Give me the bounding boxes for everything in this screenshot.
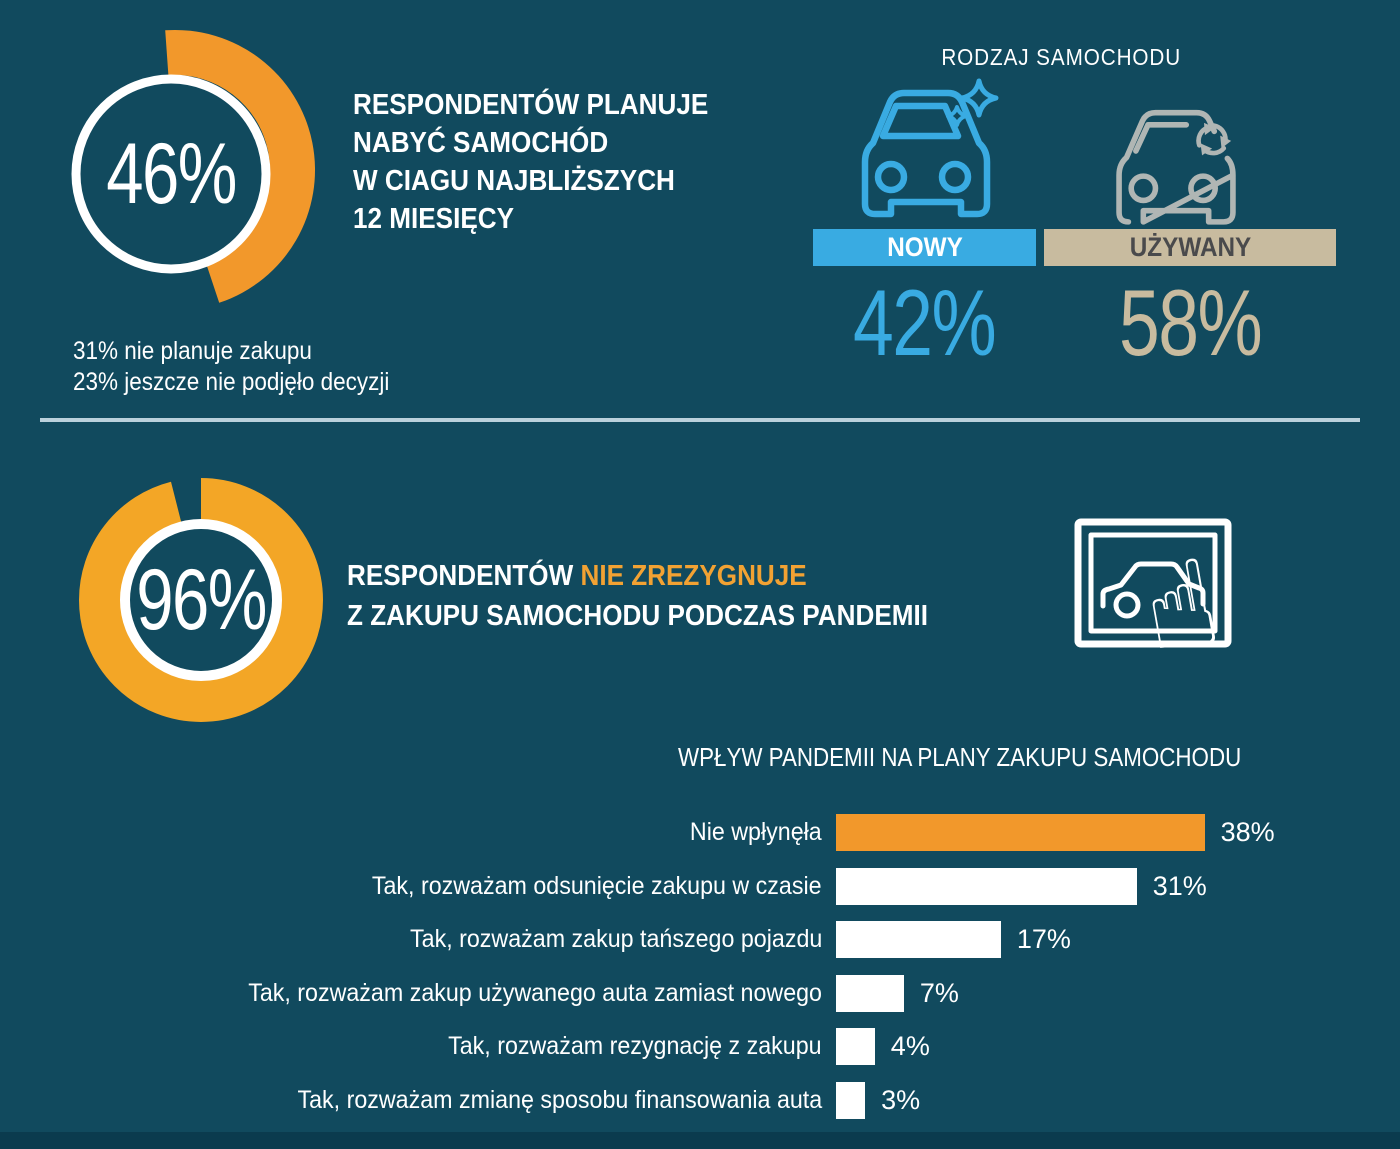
- plan-heading-line: 12 MIESIĘCY: [353, 203, 515, 235]
- bar: [836, 975, 904, 1012]
- donut-inner-circle: [71, 74, 271, 274]
- bar-label: Tak, rozważam rezygnację z zakupu: [448, 1032, 822, 1060]
- bar-label: Nie wpłynęła: [690, 818, 822, 846]
- bottom-band: [0, 1132, 1400, 1149]
- plan-heading-line: NABYĆ SAMOCHÓD: [353, 127, 609, 159]
- bar: [836, 868, 1137, 905]
- bar-value-label: 31%: [1152, 871, 1207, 901]
- bar-label: Tak, rozważam zmianę sposobu finansowani…: [297, 1086, 822, 1114]
- donut-ring-96: [79, 478, 323, 722]
- car-type-title: RODZAJ SAMOCHODU: [941, 44, 1181, 70]
- recycle-symbol: [1196, 122, 1232, 156]
- bar-value-label: 38%: [1220, 817, 1275, 847]
- car-type-value-new: 42%: [852, 270, 997, 375]
- new-car-sparkle-icon: [861, 78, 999, 218]
- section-divider: [40, 418, 1360, 422]
- plan-heading-line: RESPONDENTÓW PLANUJE: [353, 89, 709, 121]
- donut-inner-circle: [120, 519, 282, 681]
- donut-pandemic-value: 96%: [136, 552, 267, 648]
- used-car-recycle-icon: [1116, 109, 1236, 225]
- bar: [836, 1028, 875, 1065]
- plan-note-line: 31% nie planuje zakupu: [73, 337, 312, 365]
- bar-label: Tak, rozważam zakup używanego auta zamia…: [248, 979, 822, 1007]
- plan-heading-line: W CIAGU NAJBLIŻSZYCH: [353, 165, 675, 197]
- pandemic-heading-white: RESPONDENTÓW: [347, 560, 574, 592]
- pandemic-heading-orange: NIE ZREZYGNUJE: [580, 560, 807, 592]
- bar-value-label: 3%: [881, 1085, 921, 1115]
- bar-value-label: 4%: [890, 1031, 930, 1061]
- donut-arc-46: [165, 29, 316, 303]
- pandemic-heading-line2: Z ZAKUPU SAMOCHODU PODCZAS PANDEMII: [347, 600, 928, 632]
- bar-chart-title: WPŁYW PANDEMII NA PLANY ZAKUPU SAMOCHODU: [678, 742, 1242, 772]
- car-type-bar-new: NOWY: [813, 229, 1036, 266]
- donut-chart-plan: [71, 29, 316, 303]
- donut-chart-pandemic: [79, 478, 323, 722]
- bar: [836, 921, 1001, 958]
- plan-notes: 31% nie planuje zakupu 23% jeszcze nie p…: [73, 336, 425, 398]
- bar-label: Tak, rozważam odsunięcie zakupu w czasie: [372, 872, 822, 900]
- bar-label: Tak, rozważam zakup tańszego pojazdu: [409, 925, 822, 953]
- bar-value-label: 17%: [1016, 924, 1071, 954]
- plan-note-line: 23% jeszcze nie podjęło decyzji: [73, 368, 390, 396]
- plan-heading: RESPONDENTÓW PLANUJE NABYĆ SAMOCHÓD W CI…: [353, 86, 748, 238]
- donut-plan-value: 46%: [106, 126, 237, 222]
- bar: [836, 1082, 866, 1119]
- bar-value-label: 7%: [919, 978, 959, 1008]
- pandemic-heading: RESPONDENTÓW NIE ZREZYGNUJE Z ZAKUPU SAM…: [347, 556, 993, 636]
- car-type-bar-used: UŻYWANY: [1044, 229, 1336, 266]
- bar: [836, 814, 1205, 851]
- car-type-value-used: 58%: [1118, 270, 1263, 375]
- car-select-touch-icon: [1074, 518, 1232, 648]
